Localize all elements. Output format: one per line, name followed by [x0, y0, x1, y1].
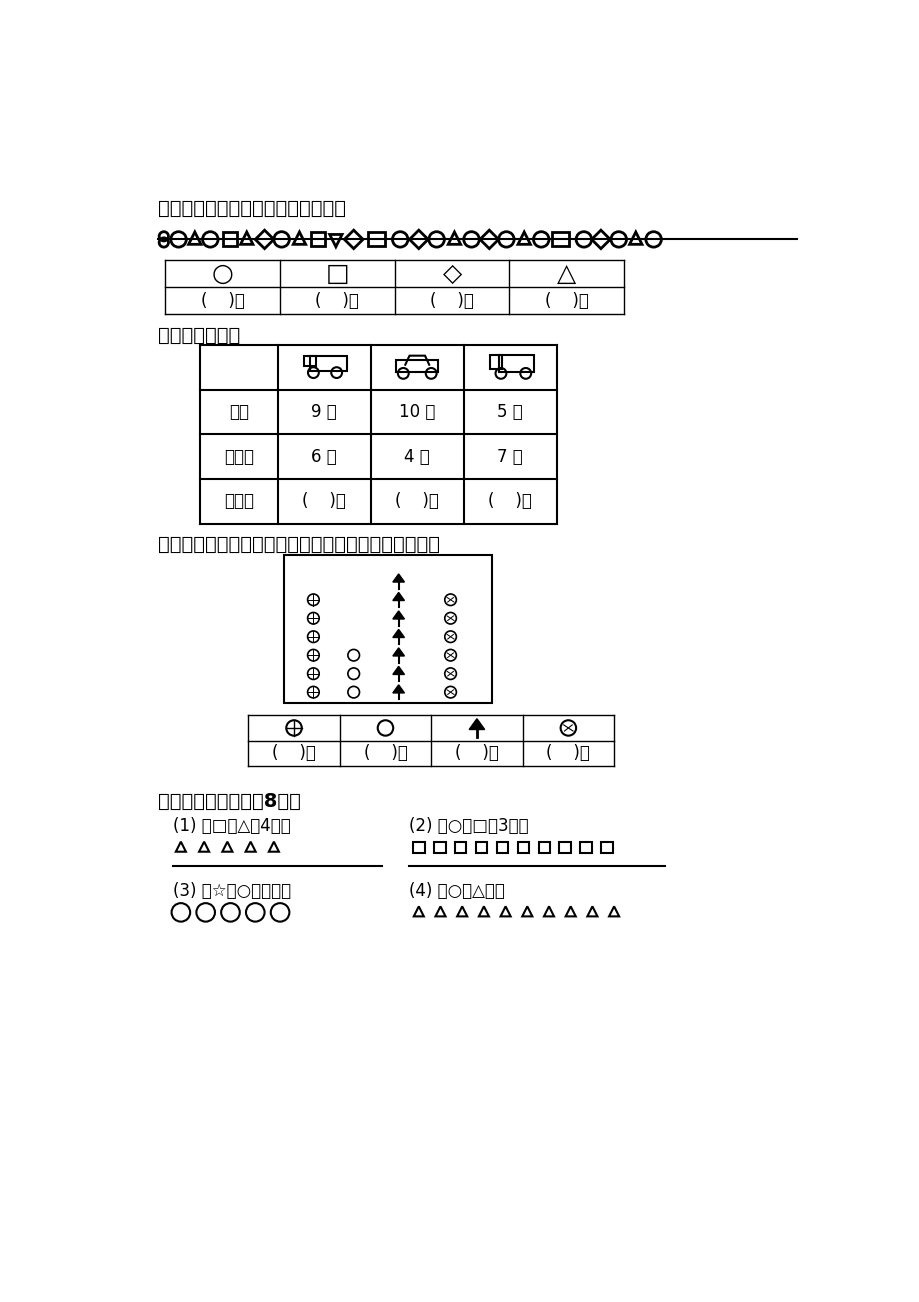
Polygon shape — [392, 629, 404, 638]
Text: □: □ — [325, 262, 349, 285]
Text: 六、下面是同学们喜欢的球类活动的统计图，看图填空: 六、下面是同学们喜欢的球类活动的统计图，看图填空 — [157, 535, 439, 555]
Text: 9 辆: 9 辆 — [311, 402, 336, 421]
Text: 又开来: 又开来 — [223, 448, 254, 466]
Bar — [413, 842, 425, 854]
Text: (    )人: ( )人 — [455, 745, 498, 763]
Text: 五、想想，填填: 五、想想，填填 — [157, 326, 240, 345]
Bar — [309, 355, 346, 371]
Bar — [496, 842, 508, 854]
Bar — [559, 842, 571, 854]
Bar — [454, 842, 466, 854]
Text: (    )个: ( )个 — [430, 292, 473, 310]
Polygon shape — [392, 667, 404, 674]
Polygon shape — [392, 592, 404, 600]
Bar — [517, 842, 528, 854]
Polygon shape — [392, 685, 404, 693]
Text: (    )个: ( )个 — [315, 292, 359, 310]
Text: (    )人: ( )人 — [363, 745, 407, 763]
Text: 四、把图形的个数按要求填入空格内: 四、把图形的个数按要求填入空格内 — [157, 199, 346, 217]
Text: (    )辆: ( )辆 — [302, 492, 346, 510]
Bar — [601, 842, 612, 854]
Text: 一共有: 一共有 — [223, 492, 254, 510]
Polygon shape — [392, 648, 404, 656]
Bar — [538, 842, 550, 854]
Text: ○: ○ — [211, 262, 233, 285]
Text: (    )辆: ( )辆 — [395, 492, 438, 510]
Text: (1) 画□比△多4个。: (1) 画□比△多4个。 — [173, 816, 290, 835]
Text: (    )个: ( )个 — [544, 292, 588, 310]
Text: (3) 画☆和○同样多。: (3) 画☆和○同样多。 — [173, 881, 291, 900]
Text: 4 辆: 4 辆 — [404, 448, 430, 466]
Text: 5 辆: 5 辆 — [497, 402, 523, 421]
Bar — [222, 233, 236, 246]
Bar — [396, 359, 437, 372]
Bar — [434, 842, 445, 854]
Text: (    )辆: ( )辆 — [488, 492, 531, 510]
Bar — [311, 233, 324, 246]
Text: ◇: ◇ — [442, 262, 461, 285]
Polygon shape — [392, 574, 404, 582]
Text: 7 辆: 7 辆 — [497, 448, 523, 466]
Bar — [284, 555, 491, 703]
Text: △: △ — [557, 262, 576, 285]
Polygon shape — [392, 611, 404, 618]
Text: 七、看谁画的好？（8分）: 七、看谁画的好？（8分） — [157, 792, 301, 810]
Text: (    )个: ( )个 — [200, 292, 244, 310]
Text: (4) 画○比△少。: (4) 画○比△少。 — [409, 881, 505, 900]
Bar — [475, 842, 487, 854]
Bar — [580, 842, 591, 854]
Text: 6 辆: 6 辆 — [311, 448, 336, 466]
Polygon shape — [469, 719, 484, 729]
Text: (    )人: ( )人 — [272, 745, 315, 763]
Bar — [368, 233, 385, 246]
Text: 原有: 原有 — [229, 402, 249, 421]
Text: (2) 画○比□少3个。: (2) 画○比□少3个。 — [409, 816, 528, 835]
Bar — [551, 233, 569, 246]
Text: (    )人: ( )人 — [546, 745, 590, 763]
Bar — [490, 355, 502, 368]
Bar — [304, 355, 316, 366]
Text: 10 辆: 10 辆 — [399, 402, 435, 421]
Bar — [498, 355, 534, 372]
